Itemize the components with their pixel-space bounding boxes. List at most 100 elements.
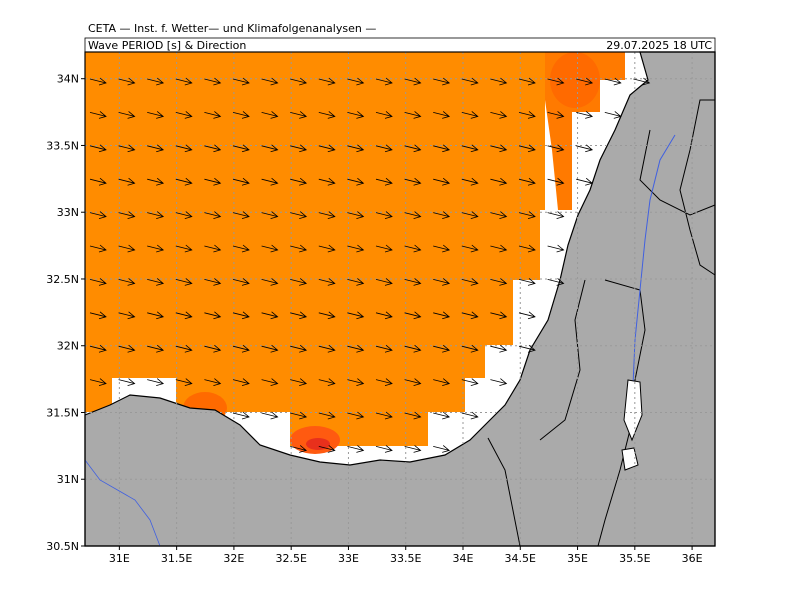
lat-tick-label: 32N <box>57 340 79 353</box>
direction-arrow <box>175 211 193 219</box>
direction-arrow <box>175 244 193 253</box>
direction-arrow <box>375 177 393 186</box>
direction-arrow <box>232 211 250 219</box>
direction-arrow <box>261 411 279 420</box>
direction-arrow <box>118 144 136 153</box>
direction-arrow <box>347 378 365 386</box>
direction-arrow <box>318 378 336 386</box>
direction-arrow <box>347 311 365 320</box>
direction-arrow <box>518 278 536 286</box>
lon-tick-label: 32E <box>223 552 244 565</box>
direction-arrow <box>175 311 193 320</box>
lon-tick-label: 31E <box>109 552 130 565</box>
direction-arrow <box>290 111 308 119</box>
direction-arrow <box>118 211 136 219</box>
direction-arrow <box>318 411 336 420</box>
direction-arrow <box>89 77 107 86</box>
direction-arrow <box>404 311 422 320</box>
direction-arrow <box>404 211 422 219</box>
direction-arrow <box>433 278 451 286</box>
direction-arrow <box>89 177 107 186</box>
direction-arrow <box>318 144 336 153</box>
lon-tick-label: 33.5E <box>390 552 421 565</box>
direction-arrow <box>118 177 136 186</box>
direction-arrow <box>490 278 508 286</box>
direction-arrow <box>404 77 422 86</box>
direction-arrow <box>147 111 165 119</box>
direction-arrow <box>375 344 393 353</box>
direction-arrow <box>290 278 308 286</box>
direction-arrow <box>232 378 250 386</box>
direction-arrow <box>318 77 336 86</box>
direction-arrow <box>318 111 336 119</box>
direction-arrow <box>175 177 193 186</box>
direction-arrow <box>318 244 336 253</box>
direction-arrow <box>375 278 393 286</box>
direction-arrow <box>290 378 308 386</box>
direction-arrow <box>290 211 308 219</box>
direction-arrow <box>118 77 136 86</box>
direction-arrow <box>261 177 279 186</box>
direction-arrow <box>490 244 508 253</box>
direction-arrow <box>433 244 451 253</box>
direction-arrow <box>318 177 336 186</box>
direction-arrow <box>433 311 451 320</box>
direction-arrow <box>547 177 565 186</box>
river <box>632 134 676 386</box>
direction-arrow <box>204 177 222 186</box>
direction-arrow <box>604 77 622 86</box>
direction-arrow <box>204 144 222 153</box>
direction-arrow <box>461 111 479 119</box>
direction-arrow <box>118 311 136 320</box>
direction-arrow <box>375 244 393 253</box>
lon-tick-label: 33E <box>338 552 359 565</box>
lon-tick-label: 34E <box>453 552 474 565</box>
direction-arrow <box>433 177 451 186</box>
lat-tick-label: 33.5N <box>46 139 79 152</box>
direction-arrow <box>404 244 422 253</box>
direction-arrow <box>347 77 365 86</box>
direction-arrow <box>518 177 536 186</box>
direction-arrow <box>261 244 279 253</box>
direction-arrow <box>433 445 451 453</box>
direction-arrow <box>547 144 565 153</box>
lon-tick-label: 34.5E <box>505 552 536 565</box>
direction-arrow <box>232 311 250 320</box>
direction-arrow <box>147 311 165 320</box>
lake <box>621 447 639 471</box>
direction-arrow <box>290 445 308 453</box>
direction-arrow <box>490 311 508 320</box>
direction-arrow <box>347 244 365 253</box>
direction-arrow <box>147 144 165 153</box>
direction-arrow <box>461 378 479 386</box>
direction-arrow <box>261 111 279 119</box>
direction-arrow <box>576 144 594 153</box>
direction-arrow <box>175 344 193 353</box>
direction-arrow <box>204 244 222 253</box>
direction-arrow <box>147 344 165 353</box>
direction-arrow <box>118 111 136 119</box>
direction-arrow <box>404 278 422 286</box>
direction-arrow <box>318 278 336 286</box>
direction-arrow <box>347 445 365 453</box>
direction-arrow <box>89 378 107 386</box>
direction-arrow <box>547 77 565 86</box>
direction-arrow <box>89 278 107 286</box>
direction-arrow <box>261 311 279 320</box>
lon-tick-label: 35.5E <box>619 552 650 565</box>
direction-arrow <box>261 344 279 353</box>
direction-arrow <box>118 378 136 386</box>
lon-tick-label: 32.5E <box>275 552 306 565</box>
direction-arrow <box>375 111 393 119</box>
direction-arrow <box>204 344 222 353</box>
map-title: Wave PERIOD [s] & Direction <box>88 39 246 52</box>
direction-arrow <box>461 144 479 153</box>
lon-tick-label: 31.5E <box>161 552 192 565</box>
direction-arrow <box>547 278 565 286</box>
direction-arrow <box>118 244 136 253</box>
direction-arrow <box>518 211 536 219</box>
direction-arrow <box>490 344 508 353</box>
direction-arrow <box>89 344 107 353</box>
direction-arrow <box>547 211 565 219</box>
